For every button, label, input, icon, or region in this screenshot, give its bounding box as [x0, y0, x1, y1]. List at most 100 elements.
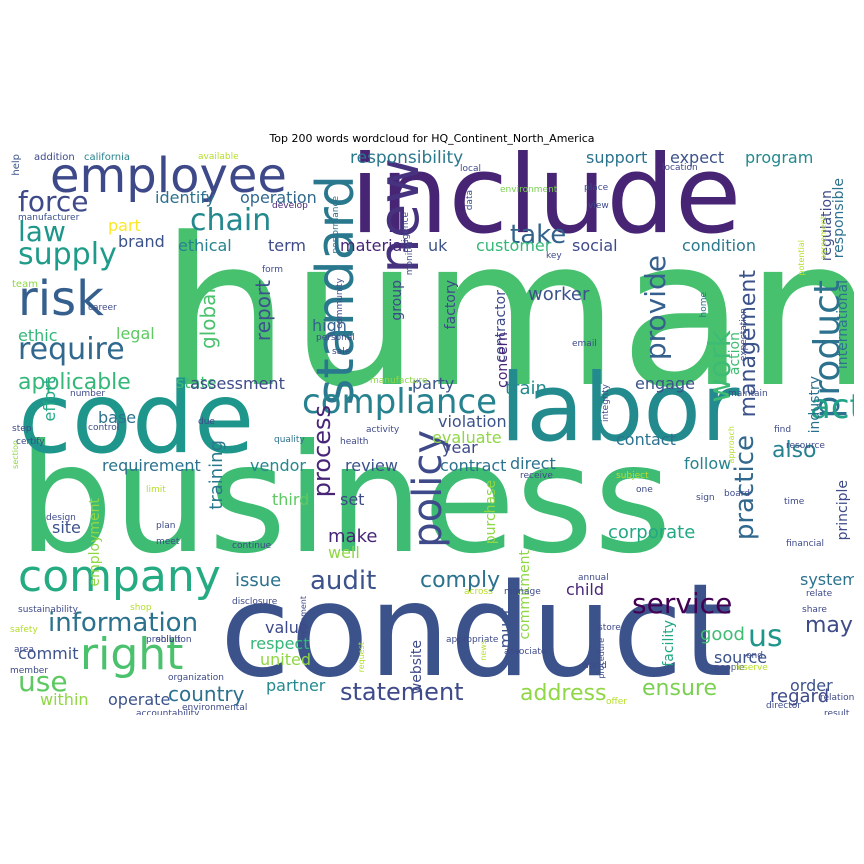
word-regard: regard [770, 686, 830, 707]
word-manufacture: manufacture [370, 376, 428, 386]
word-source: source [714, 648, 768, 667]
word-worker: worker [528, 284, 590, 305]
word-high: high [312, 316, 347, 335]
word-commit: commit [18, 644, 79, 663]
word-respect: respect [250, 634, 310, 653]
word-global: global [196, 288, 220, 349]
word-evaluate: evaluate [432, 428, 502, 447]
word-human: human [160, 195, 854, 433]
word-factory: factory [443, 280, 459, 330]
word-reserve: reserve [734, 663, 768, 673]
word-requirement: requirement [102, 456, 201, 475]
word-support: support [586, 150, 648, 167]
word-responsible: responsible [831, 178, 847, 259]
chart-title: Top 200 words wordcloud for HQ_Continent… [269, 132, 595, 145]
word-vendor: vendor [250, 456, 306, 475]
word-share: share [802, 605, 827, 615]
word-third: third [272, 490, 310, 509]
word-customer: customer [476, 236, 552, 255]
word-force: force [18, 185, 89, 218]
word-violation: violation [438, 412, 507, 431]
word-assessment: assessment [190, 374, 285, 393]
word-develop: develop [272, 201, 308, 211]
word-report: report [251, 280, 275, 342]
word-sustainability: sustainability [18, 605, 78, 615]
word-site: site [52, 518, 81, 537]
word-contact: contact [616, 430, 676, 449]
word-well: well [328, 543, 360, 562]
word-implement: implement [299, 596, 308, 640]
word-legal: legal [116, 324, 155, 343]
word-local: local [460, 164, 481, 174]
word-relate: relate [806, 589, 833, 599]
word-potential: potential [797, 240, 806, 276]
word-quality: quality [274, 435, 305, 445]
word-ethic: ethic [18, 326, 58, 345]
word-place: place [584, 183, 609, 193]
word-agreement: agreement [819, 216, 828, 260]
word-subject: subject [616, 471, 649, 481]
word-system: system [800, 570, 854, 589]
word-united: united [260, 650, 311, 669]
word-social: social [572, 236, 618, 255]
word-act: act [810, 387, 854, 427]
word-annual: annual [578, 573, 609, 583]
word-organization: organization [168, 673, 224, 683]
word-ethical: ethical [178, 236, 232, 255]
word-expectation: expectation [739, 308, 749, 362]
word-personal: personal [316, 333, 355, 343]
word-also: also [772, 438, 817, 463]
word-brand: brand [118, 232, 165, 251]
word-training: training [206, 440, 227, 510]
word-include: include [350, 150, 742, 258]
word-due: due [198, 417, 215, 427]
word-career: career [88, 303, 117, 313]
word-email: email [572, 339, 597, 349]
word-relationship: relationship [820, 693, 854, 703]
word-area: area [14, 645, 35, 655]
word-people: people [714, 663, 745, 673]
word-number: number [70, 389, 106, 399]
word-process: process [308, 405, 336, 498]
word-time: time [784, 497, 805, 507]
word-certify: certify [16, 437, 45, 447]
word-expect: expect [670, 150, 725, 167]
word-store: store [598, 623, 621, 633]
word-financial: financial [786, 539, 825, 549]
word-appropriate: appropriate [446, 635, 499, 645]
word-concern: concern [495, 332, 511, 388]
word-identify: identify [155, 188, 216, 207]
word-one: one [636, 485, 653, 495]
word-responsibility: responsibility [350, 150, 464, 168]
word-within: within [40, 690, 89, 709]
word-facility: facility [661, 620, 677, 667]
word-provide: provide [639, 255, 672, 361]
word-director: director [766, 701, 801, 711]
word-international: international [835, 280, 851, 370]
word-take: take [510, 220, 567, 250]
word-plan: plan [156, 521, 176, 531]
word-key: key [546, 251, 562, 261]
word-design: design [46, 513, 76, 523]
word-us: us [748, 619, 783, 654]
word-location: location [662, 163, 698, 173]
word-employee: employee [50, 150, 287, 204]
word-make: make [328, 526, 378, 547]
word-prohibit: prohibit [146, 635, 181, 645]
word-approach: approach [727, 426, 736, 464]
word-employment: employment [87, 498, 103, 587]
word-offer: offer [606, 697, 627, 707]
word-manage: manage [504, 587, 541, 597]
word-ensure: ensure [642, 676, 717, 701]
word-addition: addition [34, 152, 75, 163]
word-view: view [588, 201, 609, 211]
word-follow: follow [684, 454, 732, 473]
word-board: board [724, 489, 750, 499]
word-order: order [790, 676, 833, 695]
word-help: help [11, 154, 22, 176]
word-part: part [108, 216, 141, 235]
word-step: step [12, 424, 32, 434]
word-request: request [357, 642, 366, 673]
word-continue: continue [232, 541, 272, 551]
